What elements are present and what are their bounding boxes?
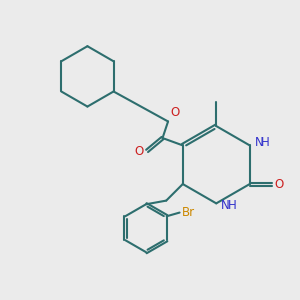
- Text: O: O: [170, 106, 179, 119]
- Text: H: H: [261, 136, 270, 149]
- Text: O: O: [274, 178, 284, 190]
- Text: H: H: [228, 199, 236, 212]
- Text: N: N: [221, 199, 230, 212]
- Text: Br: Br: [182, 206, 195, 219]
- Text: N: N: [254, 136, 263, 149]
- Text: O: O: [134, 145, 143, 158]
